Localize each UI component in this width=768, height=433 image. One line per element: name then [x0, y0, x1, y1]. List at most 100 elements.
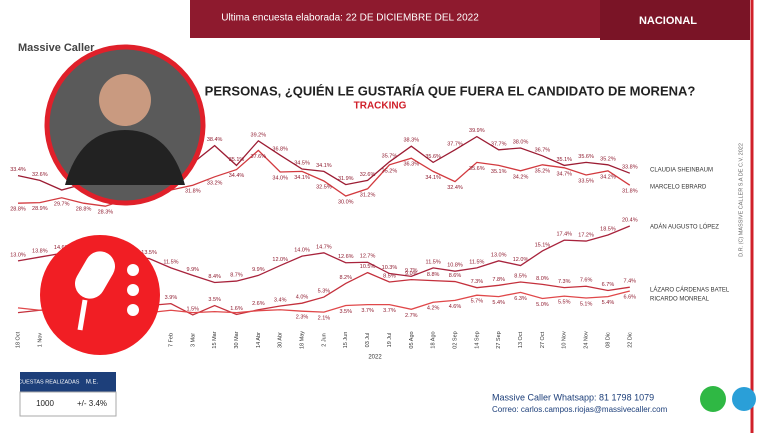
frame	[750, 0, 768, 433]
value-label: 3.7%	[383, 308, 396, 314]
photo	[44, 44, 206, 206]
value-label: 32.4%	[447, 185, 463, 191]
value-label: 8.8%	[427, 272, 440, 278]
value-label: 6.7%	[602, 282, 615, 288]
value-label: 7.3%	[471, 279, 484, 285]
x-tick-label: 15 Mar	[212, 331, 218, 348]
x-tick-label: 3 Mar	[190, 333, 196, 347]
value-label: 36.8%	[272, 147, 288, 153]
x-tick-label: 18 Oct	[15, 331, 21, 348]
x-tick-label: 2 Jun	[321, 333, 327, 346]
table-header: ENCUESTAS REALIZADAS	[11, 379, 80, 385]
value-label: 12.6%	[338, 254, 354, 260]
x-tick-label: 18 May	[300, 331, 306, 349]
value-label: 37.6%	[251, 154, 267, 160]
survey-date: Ultima encuesta elaborada: 22 DE DICIEMB…	[221, 13, 479, 24]
value-label: 7.8%	[492, 277, 505, 283]
footer-email: Correo: carlos.campos.riojas@massivecall…	[492, 405, 668, 414]
x-tick-label: 24 Nov	[584, 331, 590, 349]
value-label: 3.5%	[339, 309, 352, 315]
x-tick-label: 08 Dic	[605, 332, 611, 348]
value-label: 9.7%	[405, 268, 418, 274]
footer-whatsapp: Massive Caller Whatsapp: 81 1798 1079	[492, 392, 654, 402]
value-label: 15.1%	[535, 242, 551, 248]
value-label: 4.6%	[449, 304, 462, 310]
region-box	[600, 0, 750, 40]
value-label: 35.2%	[535, 168, 551, 174]
value-label: 4.0%	[296, 295, 309, 301]
x-tick-label: 30 Abr	[278, 332, 284, 348]
legend-label: ADÁN AUGUSTO LÓPEZ	[650, 224, 719, 231]
value-label: 34.2%	[513, 174, 529, 180]
value-label: 35.2%	[600, 156, 616, 162]
value-label: 34.5%	[294, 160, 310, 166]
value-label: 35.1%	[491, 169, 507, 175]
x-tick-label: 18 Ago	[431, 331, 437, 348]
value-label: 39.2%	[251, 132, 267, 138]
value-label: 13.8%	[32, 249, 48, 255]
value-label: 14.0%	[294, 248, 310, 254]
value-label: 35.6%	[469, 166, 485, 172]
value-label: 34.0%	[272, 175, 288, 181]
value-label: 35.1%	[229, 157, 245, 163]
legend-label: CLAUDIA SHEINBAUM	[650, 168, 713, 174]
value-label: 34.4%	[229, 173, 245, 179]
value-label: 34.1%	[294, 175, 310, 181]
value-label: 8.5%	[383, 273, 396, 279]
value-label: 13.5%	[141, 250, 157, 256]
table-header: M.E.	[86, 380, 99, 386]
value-label: 5.3%	[318, 289, 331, 295]
value-label: 33.2%	[207, 180, 223, 186]
value-label: 2.6%	[252, 301, 265, 307]
value-label: 37.7%	[491, 141, 507, 147]
value-label: 5.5%	[558, 300, 571, 306]
x-tick-label: 14 Abr	[256, 332, 262, 348]
value-label: 28.8%	[10, 207, 26, 213]
value-label: 38.3%	[403, 138, 419, 144]
value-label: 31.8%	[622, 189, 638, 195]
value-label: 39.9%	[469, 128, 485, 134]
value-label: 28.3%	[98, 210, 114, 216]
value-label: 6.6%	[624, 294, 637, 300]
value-label: 8.2%	[339, 275, 352, 281]
table-cell: +/- 3.4%	[77, 399, 107, 408]
chart-subtitle: TRACKING	[354, 101, 407, 112]
value-label: 12.0%	[513, 257, 529, 263]
x-tick-label: 10 Nov	[562, 331, 568, 349]
year-label: 2022	[368, 355, 382, 361]
value-label: 5.4%	[492, 300, 505, 306]
value-label: 11.5%	[426, 259, 441, 265]
x-tick-label: 15 Jun	[343, 332, 349, 349]
value-label: 7.3%	[558, 279, 571, 285]
value-label: 11.5%	[469, 259, 484, 265]
whatsapp-icon	[700, 386, 726, 412]
value-label: 33.5%	[578, 178, 594, 184]
region: NACIONAL	[639, 15, 697, 27]
value-label: 34.1%	[316, 163, 332, 169]
value-label: 10.5%	[360, 264, 376, 270]
x-tick-label: 05 Ago	[409, 331, 415, 348]
value-label: 7.4%	[624, 279, 637, 285]
value-label: 7.6%	[580, 278, 593, 284]
value-label: 8.7%	[230, 273, 243, 279]
value-label: 29.7%	[54, 201, 70, 207]
x-tick-label: 13 Oct	[518, 331, 524, 348]
value-label: 8.6%	[449, 273, 462, 279]
value-label: 6.3%	[514, 296, 527, 302]
x-tick-label: 7 Feb	[168, 333, 174, 347]
value-label: 35.6%	[425, 154, 441, 160]
copyright: D.R. (C) MASSIVE CALLER S.A DE C.V. 2022	[738, 143, 744, 257]
value-label: 35.6%	[578, 154, 594, 160]
value-label: 31.2%	[360, 192, 376, 198]
value-label: 38.0%	[513, 139, 529, 145]
value-label: 14.6%	[54, 245, 70, 251]
value-label: 33.8%	[622, 165, 638, 171]
legend-label: RICARDO MONREAL	[650, 297, 710, 303]
value-label: 30.0%	[338, 199, 354, 205]
value-label: 1.5%	[187, 306, 200, 312]
logo: Massive Caller	[18, 42, 95, 54]
x-tick-label: 1 Nov	[37, 333, 43, 348]
value-label: 3.5%	[208, 297, 221, 303]
x-tick-label: 27 Sep	[496, 331, 502, 348]
value-label: 33.4%	[10, 167, 26, 173]
